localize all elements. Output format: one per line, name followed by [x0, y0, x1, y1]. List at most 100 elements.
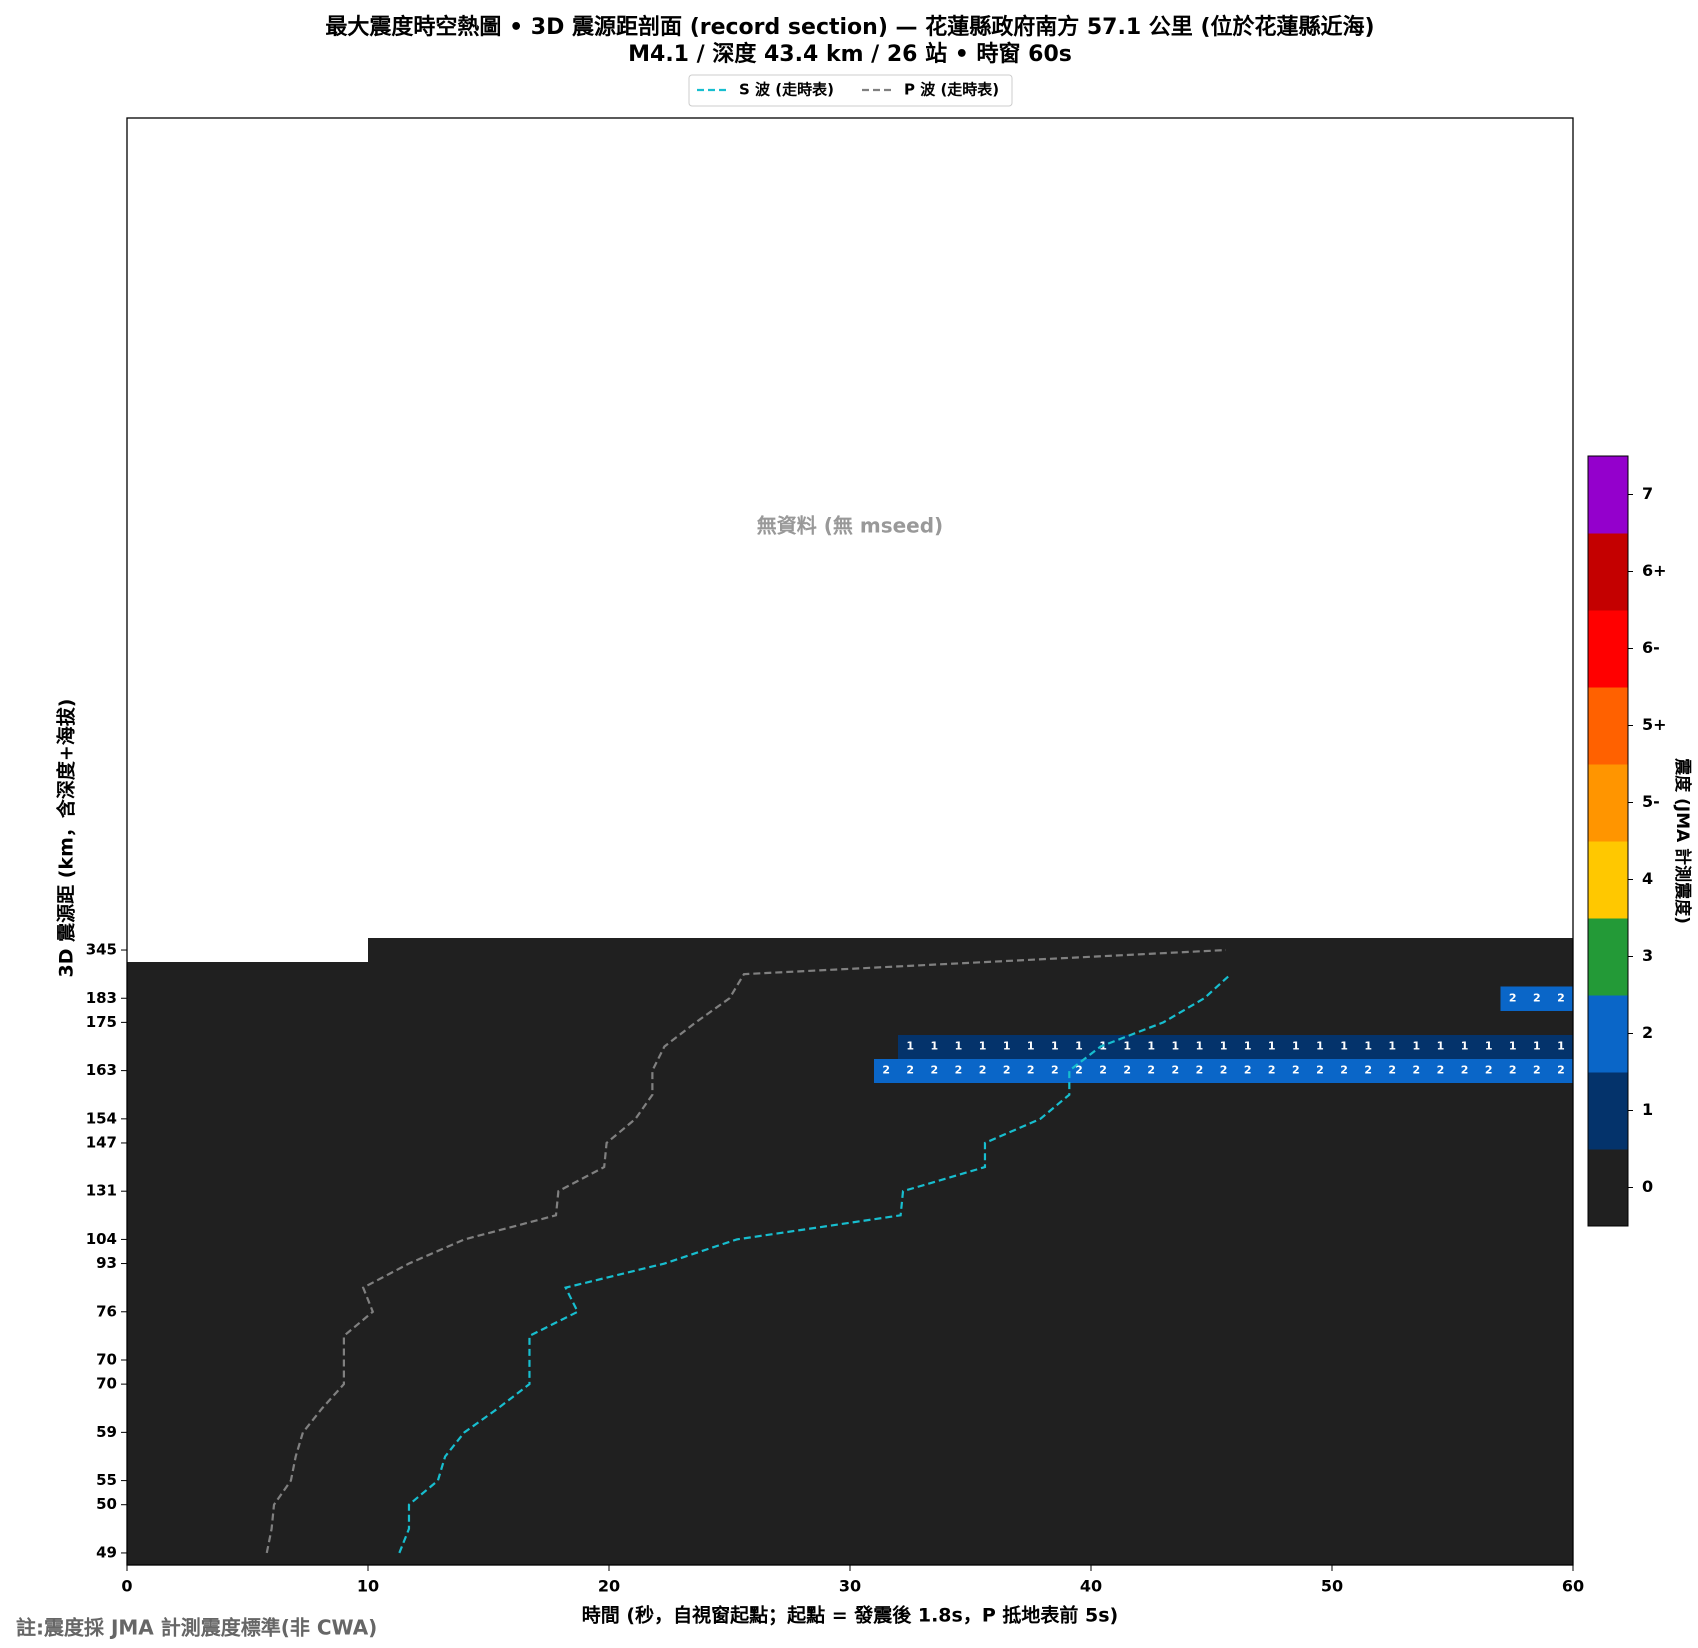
heat-cell	[1380, 1299, 1405, 1325]
heat-cell	[488, 1106, 514, 1132]
heat-cell	[946, 1227, 971, 1252]
heat-cell	[295, 1492, 321, 1518]
heat-cell	[994, 1347, 1020, 1373]
cell-label: 2	[1196, 1064, 1204, 1077]
heat-cell	[609, 1323, 634, 1349]
heat-cell	[368, 1203, 393, 1228]
heat-cell	[1404, 1203, 1429, 1228]
heat-cell	[1139, 1106, 1164, 1132]
heat-cell	[922, 1372, 947, 1397]
heat-cell	[1139, 1396, 1164, 1421]
x-tick-label: 60	[1562, 1577, 1584, 1596]
heat-cell	[898, 1034, 923, 1060]
heat-cell	[295, 1179, 321, 1204]
heat-cell	[319, 1372, 345, 1397]
heat-cell	[512, 1275, 538, 1301]
heat-cell	[464, 1540, 489, 1566]
heat-cell	[392, 1396, 417, 1421]
heat-cell	[994, 937, 1020, 963]
heat-cell	[1091, 1179, 1116, 1204]
heat-cell	[801, 1444, 827, 1470]
heat-cell	[801, 1203, 827, 1228]
heat-cell	[1404, 1130, 1429, 1156]
heat-cell	[151, 1058, 176, 1084]
heat-cell	[970, 1106, 996, 1132]
heat-cell	[440, 1203, 465, 1228]
heat-cell	[801, 937, 827, 963]
heat-cell	[247, 1155, 273, 1180]
heat-cell	[1211, 1468, 1237, 1494]
heat-cell	[1476, 1347, 1502, 1373]
heat-cell	[368, 1444, 393, 1470]
heat-cell	[994, 1130, 1020, 1156]
heat-cell	[970, 1203, 996, 1228]
cell-label: 2	[1388, 1064, 1396, 1077]
x-tick-label: 10	[357, 1577, 379, 1596]
heat-cell	[440, 986, 465, 1011]
heat-cell	[512, 1372, 538, 1397]
heat-cell	[1524, 1275, 1550, 1301]
heat-cell	[970, 1130, 996, 1156]
heat-cell	[1356, 1396, 1381, 1421]
heat-cell	[705, 1082, 730, 1108]
cell-label: 1	[1172, 1039, 1180, 1052]
heat-cell	[1476, 1275, 1502, 1301]
heat-cell	[1018, 1323, 1044, 1349]
heat-cell	[850, 1323, 875, 1349]
heat-cell	[1476, 1323, 1502, 1349]
heat-cell	[464, 1034, 489, 1060]
heat-cell	[319, 1420, 345, 1445]
heat-cell	[416, 937, 441, 963]
heat-cell	[1259, 1082, 1285, 1108]
heat-cell	[1115, 1468, 1140, 1494]
heat-cell	[199, 1106, 224, 1132]
heat-cell	[1042, 1251, 1068, 1277]
colorbar-tick-label: 6-	[1642, 638, 1660, 657]
heat-cell	[825, 1179, 851, 1204]
heat-cell	[392, 1347, 417, 1373]
heat-cell	[705, 1010, 730, 1035]
heat-cell	[946, 1034, 971, 1060]
heat-cell	[681, 1347, 706, 1373]
heat-cell	[199, 1155, 224, 1180]
heat-cell	[1307, 1420, 1333, 1445]
heat-cell	[464, 1082, 489, 1108]
heat-cell	[319, 1106, 345, 1132]
heat-cell	[1548, 1130, 1574, 1156]
heat-cell	[1259, 1130, 1285, 1156]
heat-cell	[1139, 1082, 1164, 1108]
heat-cell	[416, 1155, 441, 1180]
heat-cell	[343, 1372, 369, 1397]
heat-cell	[1163, 1010, 1188, 1035]
heat-cell	[584, 986, 610, 1011]
heat-cell	[1066, 1372, 1092, 1397]
heat-cell	[1115, 1396, 1140, 1421]
heat-cell	[1307, 1034, 1333, 1060]
heat-cell	[1259, 986, 1285, 1011]
heat-cell	[657, 1130, 682, 1156]
heat-cell	[1283, 1299, 1309, 1325]
heat-cell	[560, 1396, 586, 1421]
heat-cell	[777, 1492, 803, 1518]
cell-label: 2	[1340, 1064, 1348, 1077]
cell-label: 1	[1461, 1039, 1469, 1052]
heat-cell	[1259, 1516, 1285, 1542]
heat-cell	[392, 1034, 417, 1060]
heat-cell	[1235, 1275, 1261, 1301]
heat-cell	[1283, 1130, 1309, 1156]
cell-label: 2	[955, 1064, 963, 1077]
heat-cell	[536, 1034, 562, 1060]
heat-cell	[874, 1420, 899, 1445]
heat-cell	[705, 1420, 730, 1445]
heat-cell	[440, 1010, 465, 1035]
heat-cell	[151, 1347, 176, 1373]
heat-cell	[1356, 1516, 1381, 1542]
heat-cell	[777, 986, 803, 1011]
heat-cell	[271, 1275, 297, 1301]
heat-cell	[850, 1492, 875, 1518]
heat-cell	[898, 1420, 923, 1445]
heat-cell	[1524, 1010, 1550, 1035]
heat-cell	[801, 1396, 827, 1421]
heat-cell	[416, 1396, 441, 1421]
heat-cell	[1259, 1372, 1285, 1397]
